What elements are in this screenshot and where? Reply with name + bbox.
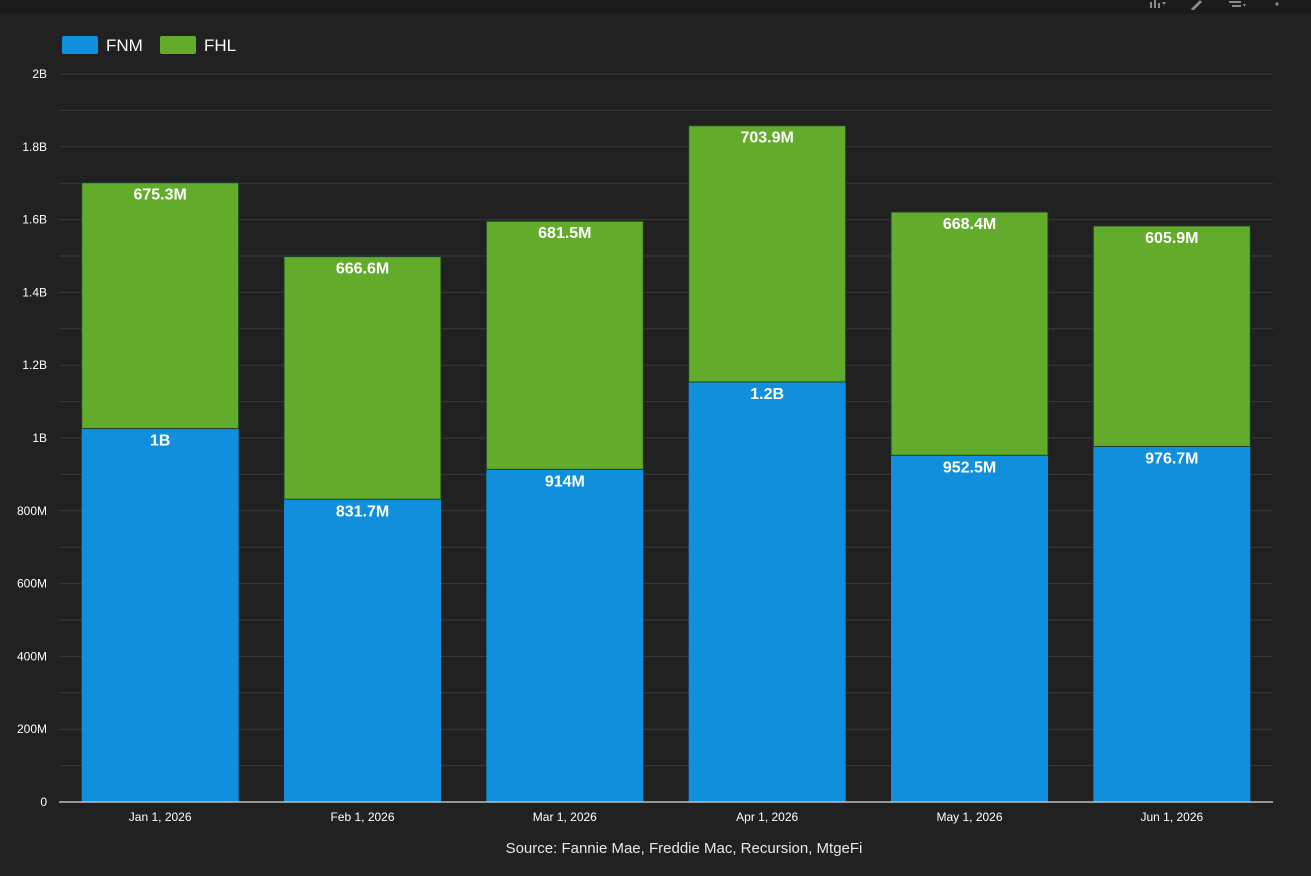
filter-icon[interactable] bbox=[1227, 0, 1247, 10]
data-label-fnm: 1B bbox=[150, 433, 170, 450]
chart-type-icon[interactable] bbox=[1147, 0, 1167, 10]
y-tick-label: 1.8B bbox=[22, 140, 47, 154]
y-tick-label: 200M bbox=[17, 722, 47, 736]
y-tick-label: 1B bbox=[32, 431, 47, 445]
chart-header-strip bbox=[0, 0, 1311, 14]
chart-toolbar bbox=[1147, 0, 1287, 10]
data-label-fhl: 675.3M bbox=[133, 187, 186, 204]
data-label-fhl: 668.4M bbox=[943, 216, 996, 233]
source-note: Source: Fannie Mae, Freddie Mac, Recursi… bbox=[506, 840, 863, 857]
legend-swatch-fhl bbox=[160, 36, 196, 54]
data-label-fhl: 703.9M bbox=[740, 130, 793, 147]
y-tick-label: 600M bbox=[17, 577, 47, 591]
x-tick-label: May 1, 2026 bbox=[936, 810, 1002, 824]
bars bbox=[81, 125, 1251, 802]
x-tick-label: Jan 1, 2026 bbox=[129, 810, 192, 824]
y-tick-label: 2B bbox=[32, 67, 47, 81]
data-label-fhl: 605.9M bbox=[1145, 230, 1198, 247]
bar-fnm[interactable] bbox=[486, 469, 644, 802]
legend-swatch-fnm bbox=[62, 36, 98, 54]
bar-fnm[interactable] bbox=[81, 428, 239, 802]
grid-lines bbox=[59, 73, 1273, 767]
bar-fnm[interactable] bbox=[688, 381, 846, 802]
legend-label-fhl: FHL bbox=[204, 36, 236, 55]
y-tick-label: 1.4B bbox=[22, 285, 47, 299]
x-tick-label: Jun 1, 2026 bbox=[1140, 810, 1203, 824]
data-label-fnm: 914M bbox=[545, 473, 585, 490]
bar-fnm[interactable] bbox=[1093, 446, 1251, 802]
legend-item-fhl[interactable]: FHL bbox=[160, 36, 236, 55]
y-tick-label: 400M bbox=[17, 649, 47, 663]
more-icon[interactable] bbox=[1267, 0, 1287, 10]
bar-fhl[interactable] bbox=[485, 220, 644, 470]
y-tick-label: 800M bbox=[17, 504, 47, 518]
legend-item-fnm[interactable]: FNM bbox=[62, 36, 143, 55]
legend-label-fnm: FNM bbox=[106, 36, 143, 55]
bar-fhl[interactable] bbox=[81, 182, 240, 430]
x-tick-label: Mar 1, 2026 bbox=[533, 810, 597, 824]
x-tick-label: Feb 1, 2026 bbox=[330, 810, 394, 824]
data-label-fnm: 1.2B bbox=[750, 386, 784, 403]
x-tick-label: Apr 1, 2026 bbox=[736, 810, 798, 824]
data-label-fhl: 681.5M bbox=[538, 225, 591, 242]
bar-fhl[interactable] bbox=[1092, 225, 1251, 447]
legend: FNM FHL bbox=[62, 36, 236, 55]
y-tick-label: 1.2B bbox=[22, 358, 47, 372]
data-label-fnm: 952.5M bbox=[943, 459, 996, 476]
x-axis-labels: Jan 1, 2026 Feb 1, 2026 Mar 1, 2026 Apr 1, … bbox=[129, 810, 1204, 824]
bar-fhl[interactable] bbox=[890, 211, 1049, 456]
y-tick-label: 0 bbox=[40, 795, 47, 809]
bar-fnm[interactable] bbox=[284, 499, 441, 802]
data-label-fnm: 831.7M bbox=[336, 503, 389, 520]
data-label-fnm: 976.7M bbox=[1145, 450, 1198, 467]
bar-fhl[interactable] bbox=[283, 256, 442, 500]
data-labels: 1B 675.3M 831.7M 666.6M 914M 681.5M 1.2B 703.9M… bbox=[133, 130, 1198, 521]
edit-icon[interactable] bbox=[1187, 0, 1207, 10]
bar-fhl[interactable] bbox=[688, 125, 847, 383]
y-axis-labels: 0 200M 400M 600M 800M 1B 1.2B 1.4B 1.6B 1.8B 2B bbox=[17, 67, 47, 809]
data-label-fhl: 666.6M bbox=[336, 261, 389, 278]
y-tick-label: 1.6B bbox=[22, 213, 47, 227]
bar-fnm[interactable] bbox=[891, 455, 1048, 802]
